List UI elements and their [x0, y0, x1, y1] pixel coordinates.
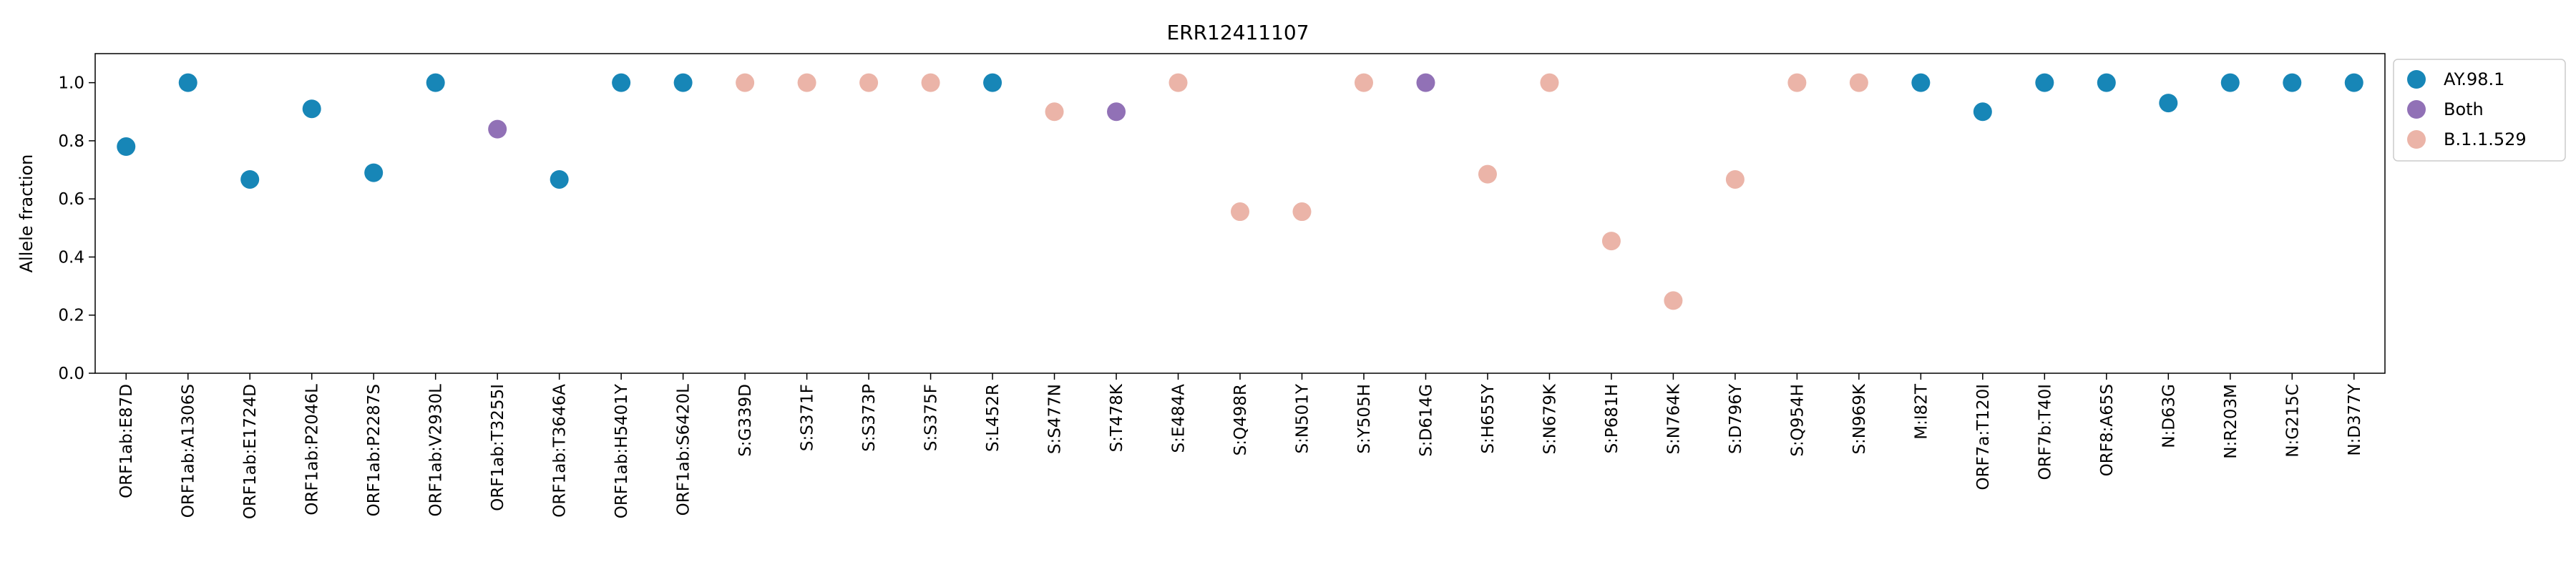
data-point [1478, 164, 1497, 184]
x-tick-label: ORF1ab:S6420L [675, 384, 693, 516]
legend-label: Both [2444, 99, 2484, 119]
y-tick-label: 1.0 [58, 74, 84, 93]
data-point [178, 73, 197, 92]
data-point [1664, 291, 1683, 310]
legend: AY.98.1 Both B.1.1.529 [2393, 59, 2566, 162]
data-point [2035, 73, 2054, 92]
x-tick-label: N:D63G [2160, 384, 2178, 448]
data-points [117, 73, 2363, 310]
data-point [921, 73, 940, 92]
x-tick-label: ORF7b:T40I [2036, 384, 2054, 480]
x-tick-label: N:D377Y [2346, 383, 2364, 456]
y-axis-label: Allele fraction [16, 154, 36, 273]
data-point [1973, 102, 1992, 122]
y-tick-label: 0.8 [58, 132, 84, 151]
x-tick-label: ORF1ab:A1306S [180, 384, 198, 518]
legend-label: B.1.1.529 [2444, 129, 2527, 149]
x-tick-label: S:D614G [1417, 384, 1435, 457]
y-tick-label: 0.2 [58, 307, 84, 325]
legend-box [2393, 59, 2566, 162]
data-point [1540, 73, 1559, 92]
x-tick-label: S:T478K [1108, 383, 1126, 452]
legend-marker [2407, 130, 2426, 149]
data-point [2344, 73, 2363, 92]
x-tick-label: S:S373P [860, 384, 879, 452]
x-tick-label: S:S477N [1046, 384, 1065, 454]
y-tick-label: 0.0 [58, 365, 84, 383]
data-point [488, 119, 507, 139]
data-point [2159, 94, 2178, 113]
legend-marker [2407, 100, 2426, 119]
data-point [1849, 73, 1868, 92]
legend-marker [2407, 70, 2426, 89]
data-point [550, 169, 569, 189]
x-tick-label: S:N969K [1850, 383, 1869, 454]
data-point [1601, 232, 1621, 251]
x-tick-label: N:G215C [2283, 384, 2302, 458]
x-tick-label: M:I82T [1912, 383, 1931, 440]
x-tick-label: ORF1ab:T3255I [489, 384, 507, 511]
y-tick-label: 0.6 [58, 190, 84, 209]
data-point [1416, 73, 1435, 92]
x-tick-label: ORF1ab:T3646A [551, 384, 570, 518]
data-point [302, 99, 321, 119]
x-tick-label: ORF1ab:P2046L [303, 384, 322, 516]
data-point [1169, 73, 1188, 92]
x-tick-label: ORF1ab:V2930L [427, 384, 446, 517]
data-point [2283, 73, 2302, 92]
x-tick-label: N:R203M [2222, 384, 2240, 459]
x-tick-label: S:S375F [922, 384, 941, 451]
data-point [426, 73, 445, 92]
x-tick-label: S:P681H [1603, 384, 1621, 453]
data-point [117, 137, 136, 157]
x-tick-label: S:G339D [736, 384, 755, 457]
x-tick-label: S:L452R [984, 384, 1002, 452]
data-point [1107, 102, 1126, 122]
data-point [1045, 102, 1064, 122]
data-point [1292, 202, 1312, 222]
x-tick-label: S:N764K [1664, 383, 1683, 454]
data-point [673, 73, 693, 92]
x-tick-label: ORF1ab:H5401Y [613, 383, 631, 518]
y-axis: 0.0 0.2 0.4 0.6 0.8 1.0 [58, 74, 95, 383]
x-tick-label: ORF8:A65S [2098, 384, 2117, 476]
data-point [1725, 169, 1745, 189]
chart-title: ERR12411107 [1166, 21, 1309, 44]
data-point [364, 163, 384, 182]
x-tick-label: S:Y505H [1355, 384, 1374, 454]
plot-area-frame [94, 53, 2386, 374]
x-axis: ORF1ab:E87D ORF1ab:A1306S ORF1ab:E1724D ORF… [117, 373, 2364, 519]
data-point [1231, 202, 1249, 222]
data-point [1354, 73, 1373, 92]
x-tick-label: ORF1ab:E1724D [241, 384, 260, 519]
x-tick-label: S:N679K [1541, 383, 1559, 454]
data-point [612, 73, 631, 92]
data-point [1911, 73, 1931, 92]
data-point [240, 169, 260, 189]
data-point [1787, 73, 1807, 92]
data-point [797, 73, 816, 92]
x-tick-label: S:E484A [1170, 384, 1189, 453]
x-tick-label: S:S371F [799, 384, 817, 451]
x-tick-label: S:D796Y [1727, 383, 1745, 454]
data-point [859, 73, 879, 92]
data-point [2220, 73, 2240, 92]
x-tick-label: S:Q954H [1788, 384, 1807, 457]
x-tick-label: ORF7a:T120I [1974, 384, 1993, 490]
x-tick-label: ORF1ab:P2287S [365, 384, 384, 516]
legend-label: AY.98.1 [2444, 69, 2504, 89]
x-tick-label: S:H655Y [1479, 383, 1498, 454]
data-point [736, 73, 755, 92]
data-point [983, 73, 1002, 92]
x-tick-label: ORF1ab:E87D [117, 384, 136, 498]
x-tick-label: S:N501Y [1293, 383, 1312, 453]
x-tick-label: S:Q498R [1231, 384, 1250, 455]
y-tick-label: 0.4 [58, 248, 84, 267]
data-point [2097, 73, 2116, 92]
